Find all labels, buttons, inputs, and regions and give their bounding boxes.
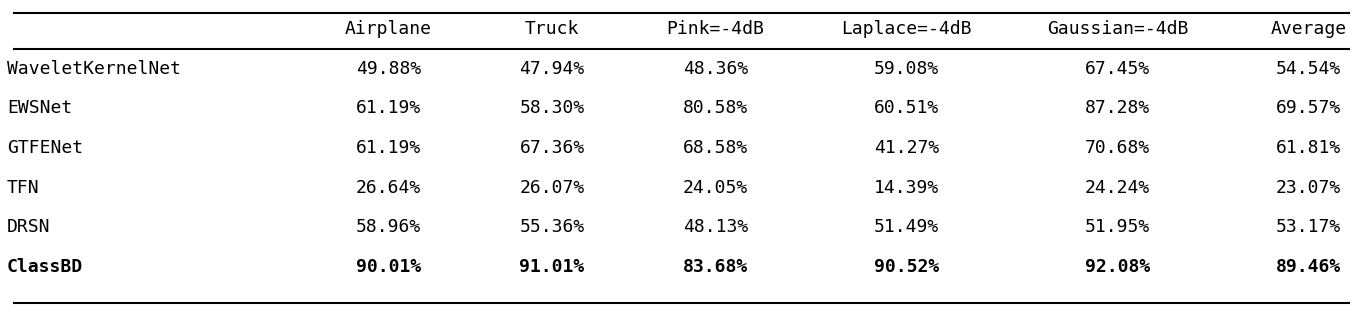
Text: Laplace=-4dB: Laplace=-4dB (841, 20, 972, 38)
Text: 24.24%: 24.24% (1085, 179, 1150, 197)
Text: 48.36%: 48.36% (683, 60, 748, 78)
Text: 61.19%: 61.19% (356, 100, 421, 118)
Text: 58.30%: 58.30% (519, 100, 585, 118)
Text: WaveletKernelNet: WaveletKernelNet (7, 60, 181, 78)
Text: 26.07%: 26.07% (519, 179, 585, 197)
Text: 67.45%: 67.45% (1085, 60, 1150, 78)
Text: 92.08%: 92.08% (1085, 258, 1150, 276)
Text: 91.01%: 91.01% (519, 258, 585, 276)
Text: 26.64%: 26.64% (356, 179, 421, 197)
Text: 90.52%: 90.52% (874, 258, 939, 276)
Text: 51.95%: 51.95% (1085, 218, 1150, 236)
Text: 67.36%: 67.36% (519, 139, 585, 157)
Text: ClassBD: ClassBD (7, 258, 83, 276)
Text: Gaussian=-4dB: Gaussian=-4dB (1047, 20, 1189, 38)
Text: 48.13%: 48.13% (683, 218, 748, 236)
Text: Airplane: Airplane (345, 20, 432, 38)
Text: 60.51%: 60.51% (874, 100, 939, 118)
Text: 61.81%: 61.81% (1276, 139, 1341, 157)
Text: 61.19%: 61.19% (356, 139, 421, 157)
Text: 49.88%: 49.88% (356, 60, 421, 78)
Text: 23.07%: 23.07% (1276, 179, 1341, 197)
Text: 41.27%: 41.27% (874, 139, 939, 157)
Text: EWSNet: EWSNet (7, 100, 72, 118)
Text: Average: Average (1270, 20, 1347, 38)
Text: Pink=-4dB: Pink=-4dB (667, 20, 765, 38)
Text: 59.08%: 59.08% (874, 60, 939, 78)
Text: 70.68%: 70.68% (1085, 139, 1150, 157)
Text: TFN: TFN (7, 179, 40, 197)
Text: 14.39%: 14.39% (874, 179, 939, 197)
Text: Truck: Truck (525, 20, 579, 38)
Text: 58.96%: 58.96% (356, 218, 421, 236)
Text: 89.46%: 89.46% (1276, 258, 1341, 276)
Text: 68.58%: 68.58% (683, 139, 748, 157)
Text: 54.54%: 54.54% (1276, 60, 1341, 78)
Text: 87.28%: 87.28% (1085, 100, 1150, 118)
Text: 55.36%: 55.36% (519, 218, 585, 236)
Text: 24.05%: 24.05% (683, 179, 748, 197)
Text: 47.94%: 47.94% (519, 60, 585, 78)
Text: 51.49%: 51.49% (874, 218, 939, 236)
Text: 80.58%: 80.58% (683, 100, 748, 118)
Text: 90.01%: 90.01% (356, 258, 421, 276)
Text: 83.68%: 83.68% (683, 258, 748, 276)
Text: 69.57%: 69.57% (1276, 100, 1341, 118)
Text: 53.17%: 53.17% (1276, 218, 1341, 236)
Text: GTFENet: GTFENet (7, 139, 83, 157)
Text: DRSN: DRSN (7, 218, 50, 236)
